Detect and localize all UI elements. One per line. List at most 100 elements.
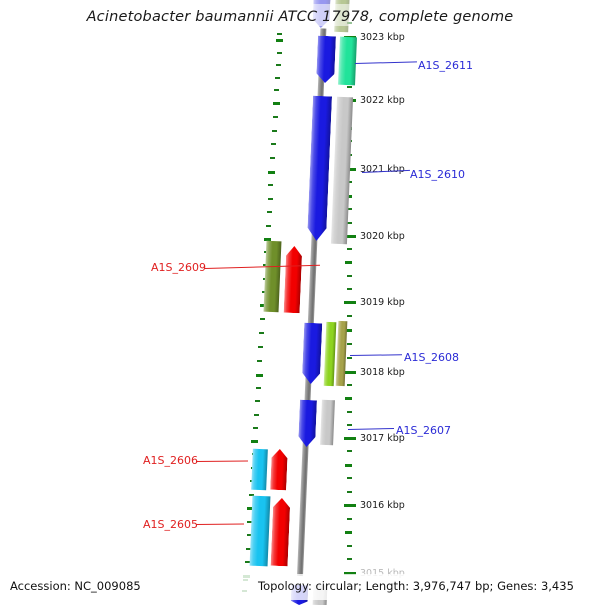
ruler-tick-minor bbox=[347, 545, 352, 547]
ruler-tick-minor bbox=[347, 248, 352, 250]
gene-A1S_2607-arrow[interactable] bbox=[298, 400, 317, 448]
ruler-tick-minor bbox=[347, 477, 352, 479]
ruler-tick-major bbox=[344, 301, 356, 304]
ruler-tick-minor-left bbox=[260, 318, 265, 320]
gene-A1S_2609-arrow[interactable] bbox=[284, 246, 303, 314]
gene-label-A1S_2606[interactable]: A1S_2606 bbox=[143, 454, 198, 467]
ruler-tick-minor bbox=[347, 343, 352, 345]
ruler-tick-minor-left bbox=[268, 198, 273, 200]
gene-label-A1S_2609[interactable]: A1S_2609 bbox=[151, 261, 206, 274]
ruler-tick-major bbox=[344, 504, 356, 507]
ruler-tick-minor-left bbox=[267, 211, 272, 213]
ruler-tick-minor-left bbox=[246, 548, 251, 550]
ruler-tick-minor-left bbox=[256, 387, 261, 389]
gene-A1S_2606-bar[interactable] bbox=[251, 448, 268, 491]
ruler-tick-minor bbox=[347, 222, 352, 224]
ruler-tick-minor-left bbox=[271, 143, 276, 145]
accession-label: Accession: NC_009085 bbox=[10, 579, 141, 593]
gene-A1S_2605-arrow-shape bbox=[271, 498, 291, 567]
ruler-tick-minor-left bbox=[266, 225, 271, 227]
ruler-tick-minor-left bbox=[254, 414, 259, 416]
ruler-label-3022: 3022 kbp bbox=[360, 95, 405, 106]
ruler-label-3023: 3023 kbp bbox=[360, 32, 405, 43]
ruler-tick-minor bbox=[347, 450, 352, 452]
ruler-tick-minor-left bbox=[257, 360, 262, 362]
ruler-tick-minor bbox=[347, 288, 352, 290]
ruler-tick-major bbox=[344, 572, 356, 575]
gene-A1S_2611-bar-shape bbox=[338, 36, 357, 86]
gene-A1S_2611-arrow[interactable] bbox=[316, 36, 336, 84]
ruler-tick-major-left bbox=[264, 238, 271, 241]
gene-A1S_2606-arrow[interactable] bbox=[270, 449, 288, 491]
gene-label-A1S_2607[interactable]: A1S_2607 bbox=[396, 424, 451, 437]
ruler-tick-minor bbox=[347, 384, 352, 386]
gene-A1S_2609-bar-shape bbox=[263, 240, 282, 313]
ruler-label-3017: 3017 kbp bbox=[360, 433, 405, 444]
gene-A1S_2606-arrow-shape bbox=[270, 449, 288, 491]
gene-A1S_2607-bar-shape bbox=[320, 399, 335, 446]
ruler-tick-major-left bbox=[260, 304, 267, 307]
ruler-tick-minor-left bbox=[253, 427, 258, 429]
ruler-tick-minor bbox=[347, 275, 352, 277]
gene-label-A1S_2608[interactable]: A1S_2608 bbox=[404, 351, 459, 364]
ruler-label-3019: 3019 kbp bbox=[360, 297, 405, 308]
ruler-tick-minor-left bbox=[270, 157, 275, 159]
ruler-tick-major-left bbox=[247, 507, 254, 510]
gene-label-A1S_2605[interactable]: A1S_2605 bbox=[143, 518, 198, 531]
ruler-label-3020: 3020 kbp bbox=[360, 231, 405, 242]
ruler-tick-minor-left bbox=[277, 33, 282, 35]
ruler-tick-minor-left bbox=[247, 521, 252, 523]
gene-A1S_2607-bar[interactable] bbox=[320, 399, 335, 446]
gene-A1S_2605-bar[interactable] bbox=[249, 495, 271, 567]
ruler-tick-minor bbox=[345, 261, 352, 264]
page-title: Acinetobacter baumannii ATCC 17978, comp… bbox=[86, 9, 514, 25]
ruler-label-3021: 3021 kbp bbox=[360, 164, 405, 175]
ruler-tick-minor-left bbox=[274, 89, 279, 91]
ruler-tick-major bbox=[344, 371, 356, 374]
status-bar: Accession: NC_009085 Topology: circular;… bbox=[0, 574, 600, 600]
ruler-tick-minor-left bbox=[258, 346, 263, 348]
topology-label: Topology: circular; Length: 3,976,747 bp… bbox=[258, 579, 574, 593]
ruler-tick-minor bbox=[347, 518, 352, 520]
ruler-tick-minor bbox=[345, 464, 352, 467]
ruler-tick-minor bbox=[345, 531, 352, 534]
gene-A1S_2608-arrow[interactable] bbox=[302, 323, 323, 385]
gene-label-A1S_2610[interactable]: A1S_2610 bbox=[410, 168, 465, 181]
ruler-tick-minor bbox=[347, 424, 352, 426]
ruler-tick-minor-left bbox=[245, 561, 250, 563]
gene-A1S_2609-arrow-shape bbox=[284, 246, 303, 314]
gene-A1S_2611-arrow-shape bbox=[316, 36, 336, 84]
ruler-tick-major-left bbox=[268, 171, 275, 174]
ruler-tick-minor bbox=[347, 357, 352, 359]
ruler-tick-minor-left bbox=[276, 64, 281, 66]
gene-A1S_2605-arrow[interactable] bbox=[271, 498, 291, 567]
gene-A1S_2605-bar-shape bbox=[249, 495, 271, 567]
ruler-label-3018: 3018 kbp bbox=[360, 367, 405, 378]
ruler-label-3015: 3015 kbp bbox=[360, 568, 405, 579]
ruler-tick-major-left bbox=[256, 374, 263, 377]
ruler-tick-minor-left bbox=[259, 332, 264, 334]
ruler-tick-minor bbox=[347, 315, 352, 317]
ruler-tick-minor-left bbox=[273, 116, 278, 118]
ruler-tick-minor-left bbox=[247, 534, 252, 536]
ruler-tick-minor-left bbox=[255, 400, 260, 402]
ruler-tick-minor-left bbox=[275, 77, 280, 79]
gene-A1S_2609-bar[interactable] bbox=[263, 240, 282, 313]
ruler-tick-minor bbox=[347, 86, 352, 88]
ruler-tick-major bbox=[344, 437, 356, 440]
ruler-tick-minor bbox=[347, 411, 352, 413]
ruler-tick-major-left bbox=[273, 102, 280, 105]
ruler-tick-minor-left bbox=[249, 494, 254, 496]
ruler-tick-minor bbox=[347, 208, 352, 210]
ruler-tick-minor-left bbox=[268, 184, 273, 186]
gene-label-A1S_2611[interactable]: A1S_2611 bbox=[418, 59, 473, 72]
gene-A1S_2607-arrow-shape bbox=[298, 400, 317, 448]
ruler-tick-major-left bbox=[276, 39, 283, 42]
ruler-tick-minor bbox=[347, 491, 352, 493]
gene-A1S_2611-bar[interactable] bbox=[338, 36, 357, 86]
ruler-tick-minor-left bbox=[272, 130, 277, 132]
gene-A1S_2608-arrow-shape bbox=[302, 323, 323, 385]
ruler-tick-minor bbox=[347, 558, 352, 560]
title-backdrop bbox=[0, 4, 600, 26]
